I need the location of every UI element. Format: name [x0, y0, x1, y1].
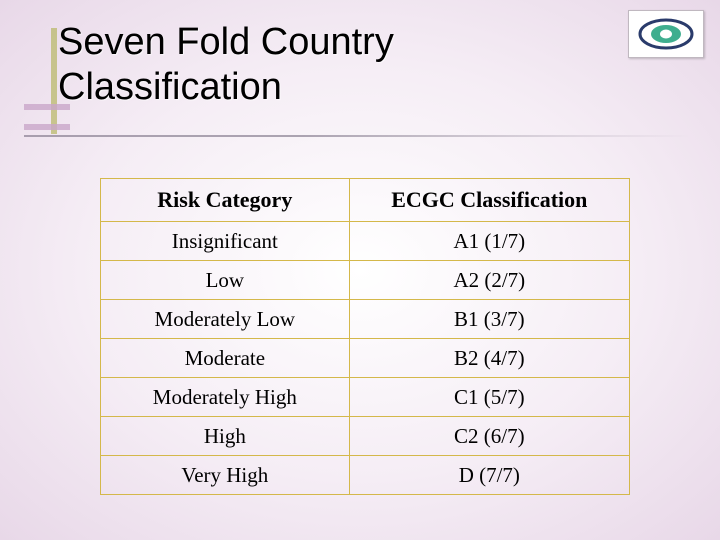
cell-risk: Very High: [101, 456, 350, 495]
cell-risk: Low: [101, 261, 350, 300]
col-header-risk: Risk Category: [101, 179, 350, 222]
cell-ecgc: B1 (3/7): [349, 300, 629, 339]
cell-risk: Insignificant: [101, 222, 350, 261]
table-row: Very High D (7/7): [101, 456, 630, 495]
table-header-row: Risk Category ECGC Classification: [101, 179, 630, 222]
table-row: Moderately Low B1 (3/7): [101, 300, 630, 339]
table-row: Moderately High C1 (5/7): [101, 378, 630, 417]
title-line-1: Seven Fold Country: [58, 21, 394, 63]
title-line-2: Classification: [58, 66, 282, 108]
cell-ecgc: A1 (1/7): [349, 222, 629, 261]
classification-table: Risk Category ECGC Classification Insign…: [100, 178, 630, 495]
cell-risk: High: [101, 417, 350, 456]
classification-table-wrap: Risk Category ECGC Classification Insign…: [100, 178, 630, 495]
cell-ecgc: A2 (2/7): [349, 261, 629, 300]
table-row: Insignificant A1 (1/7): [101, 222, 630, 261]
slide-title-block: Seven Fold Country Classification: [58, 20, 394, 110]
cell-ecgc: C2 (6/7): [349, 417, 629, 456]
cell-risk: Moderately Low: [101, 300, 350, 339]
table-row: Low A2 (2/7): [101, 261, 630, 300]
cell-ecgc: D (7/7): [349, 456, 629, 495]
brand-logo: [628, 10, 704, 58]
cell-risk: Moderately High: [101, 378, 350, 417]
table-row: Moderate B2 (4/7): [101, 339, 630, 378]
col-header-ecgc: ECGC Classification: [349, 179, 629, 222]
title-underline: [24, 135, 690, 137]
cell-risk: Moderate: [101, 339, 350, 378]
table-row: High C2 (6/7): [101, 417, 630, 456]
eye-logo-icon: [636, 16, 696, 52]
cell-ecgc: C1 (5/7): [349, 378, 629, 417]
cell-ecgc: B2 (4/7): [349, 339, 629, 378]
